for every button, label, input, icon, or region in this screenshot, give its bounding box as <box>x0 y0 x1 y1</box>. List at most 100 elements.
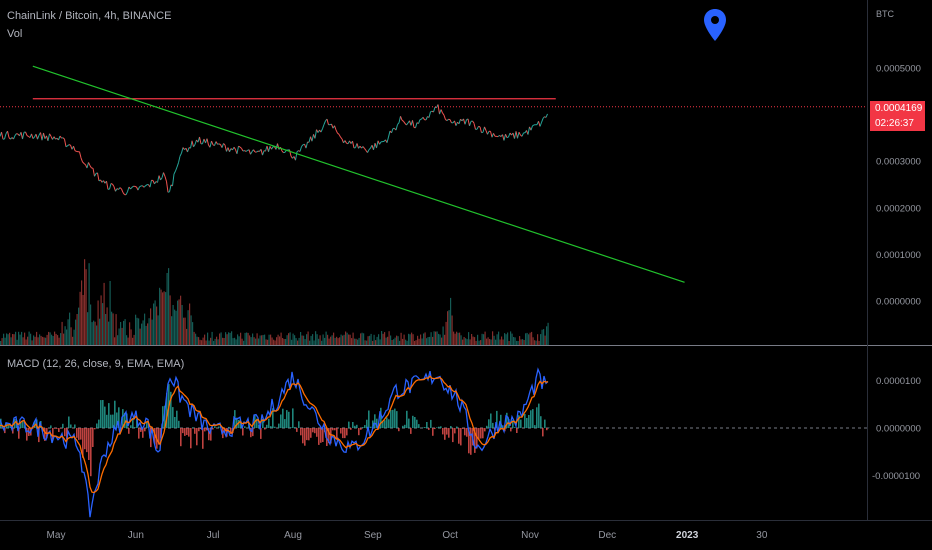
macd-histogram-bar <box>518 415 520 428</box>
volume-bar <box>19 334 21 345</box>
macd-histogram-bar <box>310 428 312 438</box>
price-candle <box>449 119 452 124</box>
macd-histogram-bar <box>330 428 332 444</box>
price-candle <box>508 132 511 138</box>
volume-bar <box>541 329 543 345</box>
volume-bar <box>130 329 132 345</box>
volume-bar <box>277 334 279 345</box>
price-candle <box>253 149 256 153</box>
macd-histogram-bar <box>98 419 100 428</box>
volume-bar <box>223 338 225 345</box>
price-candle <box>373 142 376 150</box>
volume-bar <box>216 336 218 345</box>
volume-bar <box>468 332 470 345</box>
volume-bar <box>360 333 362 345</box>
macd-histogram-bar <box>448 428 450 438</box>
price-candle <box>341 138 344 143</box>
macd-histogram-bar <box>546 428 548 431</box>
price-candle <box>40 132 43 141</box>
price-candle <box>35 133 38 140</box>
volume-bar <box>327 334 329 345</box>
price-candle <box>532 124 535 127</box>
price-candle <box>164 176 167 182</box>
price-candle <box>176 162 179 168</box>
price-candle <box>79 151 82 159</box>
macd-histogram-bar <box>58 428 60 432</box>
volume-bar <box>195 333 197 345</box>
volume-bar <box>522 339 524 345</box>
macd-histogram-bar <box>312 428 314 433</box>
volume-bar <box>159 287 161 345</box>
volume-bar <box>250 337 252 345</box>
price-candle <box>142 185 145 188</box>
volume-bar <box>48 331 50 345</box>
price-axis-currency: BTC <box>876 9 894 19</box>
volume-bar <box>466 339 468 345</box>
macd-histogram-bar <box>444 428 446 440</box>
volume-bar <box>531 331 533 345</box>
macd-histogram-bar <box>380 407 382 428</box>
map-pin-icon[interactable] <box>703 8 727 42</box>
price-candle <box>521 132 524 137</box>
price-candle <box>134 185 137 188</box>
volume-bar <box>94 321 96 345</box>
volume-bar <box>174 309 176 345</box>
volume-bar <box>180 295 182 345</box>
price-candle <box>302 143 305 146</box>
volume-bar <box>288 333 290 345</box>
volume-bar <box>451 315 453 345</box>
macd-histogram-bar <box>86 428 88 453</box>
volume-bar <box>427 337 429 345</box>
macd-histogram-bar <box>130 425 132 428</box>
price-candle <box>322 124 325 129</box>
volume-bar <box>331 335 333 345</box>
macd-axis-tick: 0.0000000 <box>876 424 921 435</box>
volume-bar <box>336 336 338 345</box>
volume-bar <box>252 333 254 345</box>
macd-histogram-bar <box>194 428 196 434</box>
time-axis-tick: 2023 <box>676 530 699 541</box>
macd-histogram-bar <box>396 411 398 428</box>
price-candle <box>485 130 488 135</box>
volume-bar <box>45 337 47 345</box>
volume-bar <box>220 332 222 345</box>
macd-histogram-bar <box>170 391 172 428</box>
price-candle <box>356 143 359 149</box>
volume-bar <box>16 339 18 345</box>
price-candle <box>542 116 545 119</box>
volume-bar <box>235 339 237 345</box>
time-axis-tick: Dec <box>598 530 616 541</box>
volume-bar <box>454 333 456 345</box>
price-candle <box>473 123 476 130</box>
volume-bar <box>310 335 312 345</box>
price-candle <box>388 130 391 138</box>
volume-bar <box>414 341 416 345</box>
macd-histogram-bar <box>90 428 92 477</box>
volume-bar <box>81 280 83 345</box>
price-candle <box>245 150 248 152</box>
volume-bar <box>477 334 479 345</box>
volume-bar <box>462 339 464 345</box>
price-candle <box>187 147 190 153</box>
price-candle <box>320 128 323 133</box>
volume-bar <box>0 341 2 345</box>
price-candle <box>68 144 71 146</box>
volume-bar <box>85 269 87 345</box>
price-candle <box>157 175 160 183</box>
volume-bar <box>486 338 488 345</box>
price-candle <box>281 150 284 153</box>
volume-bar <box>490 339 492 345</box>
price-candle <box>31 133 34 139</box>
volume-bar <box>240 332 242 345</box>
volume-bar <box>72 336 74 345</box>
price-candle <box>59 135 62 139</box>
last-price-label: 0.0004169 <box>870 101 925 116</box>
price-candle <box>419 118 422 121</box>
macd-histogram-bar <box>144 428 146 432</box>
macd-histogram-bar <box>84 428 86 450</box>
volume-bar <box>136 317 138 345</box>
volume-bar <box>313 340 315 345</box>
volume-bar <box>145 325 147 345</box>
macd-histogram-bar <box>66 428 68 440</box>
